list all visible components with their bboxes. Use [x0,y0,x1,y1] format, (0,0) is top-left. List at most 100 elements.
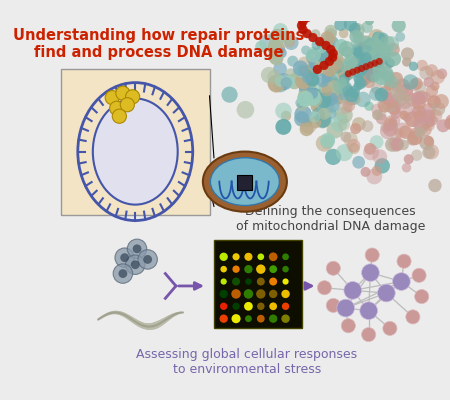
Circle shape [319,54,336,70]
Circle shape [342,46,353,58]
Circle shape [377,96,393,112]
Circle shape [374,88,388,102]
Circle shape [320,103,334,117]
Circle shape [338,78,347,87]
Circle shape [347,92,360,105]
Circle shape [355,92,371,107]
Circle shape [274,78,288,92]
Circle shape [380,122,391,133]
Circle shape [335,39,348,52]
Circle shape [390,72,403,85]
Circle shape [381,44,392,54]
Circle shape [405,111,420,127]
Circle shape [378,284,395,302]
Circle shape [356,57,367,68]
Circle shape [421,110,436,124]
Circle shape [399,125,412,139]
Circle shape [407,134,418,146]
Circle shape [399,102,413,116]
Circle shape [322,41,330,50]
Circle shape [424,117,435,128]
Circle shape [358,59,371,72]
Circle shape [355,52,364,62]
Circle shape [379,66,394,81]
Circle shape [444,118,450,130]
Circle shape [395,79,410,94]
Circle shape [316,135,333,152]
Circle shape [143,255,152,264]
Circle shape [349,55,367,72]
Circle shape [280,77,292,88]
Circle shape [445,114,450,129]
Circle shape [393,91,408,106]
Circle shape [282,254,289,260]
Circle shape [303,118,312,128]
Circle shape [411,130,421,140]
Circle shape [389,99,399,108]
Circle shape [318,108,330,120]
Circle shape [417,60,428,71]
Circle shape [299,71,312,84]
Circle shape [269,252,278,261]
Circle shape [430,109,442,122]
Circle shape [373,57,384,68]
Circle shape [337,299,355,317]
Circle shape [340,101,353,114]
Circle shape [382,94,393,106]
Circle shape [434,94,449,109]
Circle shape [342,85,354,97]
Circle shape [414,127,425,138]
Circle shape [309,33,317,42]
Circle shape [295,73,311,89]
Circle shape [342,88,360,105]
Circle shape [368,29,385,46]
Circle shape [367,62,374,68]
Circle shape [298,65,310,77]
Circle shape [387,101,401,115]
Circle shape [371,83,383,94]
Circle shape [383,122,398,137]
Circle shape [386,43,400,56]
Circle shape [294,106,312,123]
Circle shape [357,35,372,50]
Circle shape [382,70,395,82]
Circle shape [334,18,347,31]
Circle shape [415,110,429,124]
Circle shape [259,34,276,51]
Circle shape [327,83,342,99]
Circle shape [343,132,358,146]
Circle shape [373,32,384,43]
Circle shape [403,113,411,122]
Circle shape [321,71,338,88]
Circle shape [299,86,310,97]
Circle shape [377,111,387,120]
Circle shape [245,315,252,322]
Circle shape [282,302,289,310]
Circle shape [351,47,362,57]
Circle shape [116,86,130,100]
Circle shape [357,63,369,74]
Circle shape [326,0,335,6]
Circle shape [340,132,351,142]
Circle shape [410,78,423,90]
Circle shape [333,78,349,94]
Circle shape [415,120,429,134]
Circle shape [306,47,321,62]
Circle shape [351,94,361,105]
Circle shape [318,100,335,118]
Circle shape [310,93,328,110]
Circle shape [387,72,402,88]
Circle shape [365,39,376,50]
Circle shape [341,60,354,74]
Circle shape [232,278,240,286]
Circle shape [299,79,316,96]
Circle shape [327,122,343,138]
Circle shape [356,71,366,80]
Text: Assessing global cellular responses
to environmental stress: Assessing global cellular responses to e… [136,348,357,376]
Circle shape [363,68,378,83]
Circle shape [395,122,410,138]
Circle shape [273,62,287,76]
Circle shape [133,244,141,253]
Ellipse shape [93,98,178,205]
Circle shape [403,74,418,90]
